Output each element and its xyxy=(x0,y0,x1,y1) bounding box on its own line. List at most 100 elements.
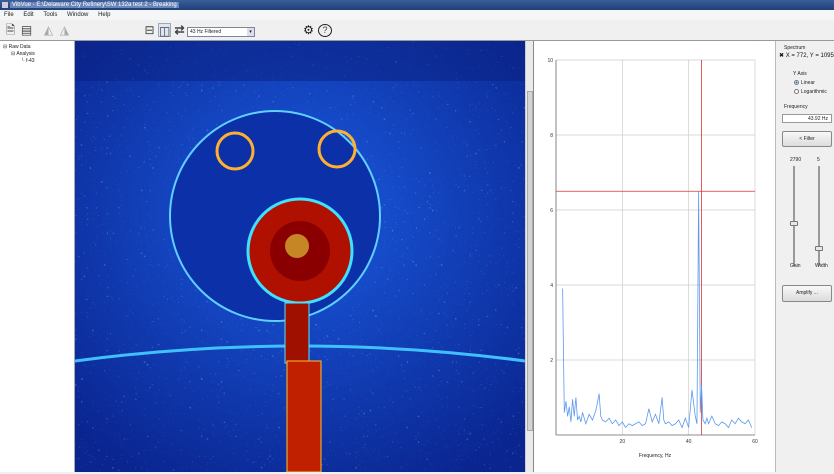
gain-slider-thumb[interactable] xyxy=(790,221,798,226)
spectrum-point xyxy=(579,416,580,417)
width-slider-thumb[interactable] xyxy=(815,246,823,251)
radio-linear[interactable]: Linear xyxy=(794,80,815,86)
spectrum-point xyxy=(665,423,666,424)
spectrum-point xyxy=(566,401,567,402)
gain-label: Gain xyxy=(790,263,801,269)
tree-label: Analysis xyxy=(16,51,35,57)
frequency-unit: Hz xyxy=(822,116,828,122)
vibration-image[interactable] xyxy=(75,41,525,472)
spectrum-point xyxy=(625,427,626,428)
image-scrollbar[interactable] xyxy=(525,41,533,472)
spectrum-point xyxy=(577,420,578,421)
window-title: VibVue - E:\Delaware City Refinery\SW 13… xyxy=(10,2,179,8)
spectrum-point xyxy=(728,427,729,428)
amplify-button[interactable]: Amplify ... xyxy=(782,285,832,302)
control-panel: Spectrum ✖ X = 772, Y = 1095 Y Axis Line… xyxy=(775,41,834,472)
cursor-value: X = 772, Y = 1095 xyxy=(786,53,834,59)
app-icon xyxy=(2,2,8,8)
spectrum-point xyxy=(655,414,656,415)
x-tick-label: 60 xyxy=(752,439,758,445)
title-bar: VibVue - E:\Delaware City Refinery\SW 13… xyxy=(0,0,834,10)
filter-select[interactable]: 43 Hz Filtered ▾ xyxy=(187,27,255,37)
spectrum-point xyxy=(599,393,600,394)
spectrum-point xyxy=(688,427,689,428)
spectrum-point xyxy=(712,416,713,417)
width-label: Width xyxy=(815,263,828,269)
radio-icon xyxy=(794,89,799,94)
spectrum-point xyxy=(635,423,636,424)
spectrum-point xyxy=(572,399,573,400)
y-tick-label: 6 xyxy=(550,208,553,214)
spectrum-point xyxy=(735,423,736,424)
spectrum-point xyxy=(682,427,683,428)
menu-tools[interactable]: Tools xyxy=(43,12,57,18)
report-icon[interactable]: ▤ xyxy=(20,23,33,37)
spectrum-point xyxy=(703,420,704,421)
amplify-right-icon[interactable]: ◮ xyxy=(58,23,71,37)
spectrum-point xyxy=(751,427,752,428)
spectrum-point xyxy=(582,412,583,413)
spectrum-point xyxy=(745,423,746,424)
spectrum-point xyxy=(722,422,723,423)
spectrum-point xyxy=(678,420,679,421)
spectrum-line xyxy=(563,191,752,427)
spectrum-point xyxy=(571,422,572,423)
settings-icon[interactable]: ⚙ xyxy=(302,23,315,37)
spectrum-point xyxy=(700,412,701,413)
spectrum-point xyxy=(725,423,726,424)
y-axis-label: Y Axis xyxy=(793,71,807,77)
swap-icon[interactable]: ⇄ xyxy=(173,23,186,37)
radio-linear-label: Linear xyxy=(801,80,815,86)
cursor-readout: ✖ X = 772, Y = 1095 xyxy=(779,53,834,60)
y-tick-label: 2 xyxy=(550,358,553,364)
spectrum-point xyxy=(639,422,640,423)
gain-slider[interactable] xyxy=(793,166,795,266)
frequency-label: Frequency xyxy=(784,104,808,110)
frequency-input[interactable]: 43.92 Hz xyxy=(782,114,832,123)
spectrum-point xyxy=(622,422,623,423)
tree-label: f-43 xyxy=(26,58,35,64)
x-axis-label: Frequency, Hz xyxy=(534,453,776,459)
spectrum-point xyxy=(731,420,732,421)
spectrum-point xyxy=(672,425,673,426)
spectrum-point xyxy=(675,423,676,424)
tree-item-f43[interactable]: └ f-43 xyxy=(3,58,71,65)
spectrum-point xyxy=(741,422,742,423)
spectrum-point xyxy=(748,420,749,421)
tree-item-raw-data[interactable]: ⊟ Raw Data xyxy=(3,44,71,51)
filter-select-value: 43 Hz Filtered xyxy=(190,29,221,35)
spectrum-point xyxy=(642,425,643,426)
tree-panel: ⊟ Raw Data ⊟ Analysis └ f-43 xyxy=(0,41,75,472)
menu-help[interactable]: Help xyxy=(98,12,110,18)
help-icon[interactable]: ? xyxy=(318,24,332,37)
spectrum-point xyxy=(589,414,590,415)
spectrum-point xyxy=(708,423,709,424)
new-report-icon[interactable]: 🗎 xyxy=(4,23,17,37)
spectrum-point xyxy=(574,416,575,417)
spectrum-point xyxy=(581,422,582,423)
menu-file[interactable]: File xyxy=(4,12,14,18)
spectrum-point xyxy=(596,410,597,411)
y-tick-label: 8 xyxy=(550,133,553,139)
menu-edit[interactable]: Edit xyxy=(23,12,33,18)
radio-logarithmic[interactable]: Logarithmic xyxy=(794,89,827,95)
horizontal-split-icon[interactable]: ⊟ xyxy=(143,23,156,37)
menu-window[interactable]: Window xyxy=(67,12,88,18)
spectrum-point xyxy=(569,407,570,408)
chevron-down-icon: ▾ xyxy=(247,28,254,36)
amplify-left-icon[interactable]: ◭ xyxy=(42,23,55,37)
width-slider[interactable] xyxy=(818,166,820,266)
tree-item-analysis[interactable]: ⊟ Analysis xyxy=(3,51,71,58)
vertical-split-icon[interactable]: ◫ xyxy=(158,23,171,37)
spectrum-point xyxy=(586,423,587,424)
filter-button[interactable]: < Filter xyxy=(782,131,832,147)
spectrum-point xyxy=(629,423,630,424)
spectrum-point xyxy=(652,422,653,423)
spectrum-point xyxy=(576,397,577,398)
false-color-image xyxy=(75,41,525,472)
spectrum-point xyxy=(564,412,565,413)
y-tick-label: 4 xyxy=(550,283,553,289)
spectrum-point xyxy=(567,416,568,417)
spectrum-point xyxy=(659,423,660,424)
